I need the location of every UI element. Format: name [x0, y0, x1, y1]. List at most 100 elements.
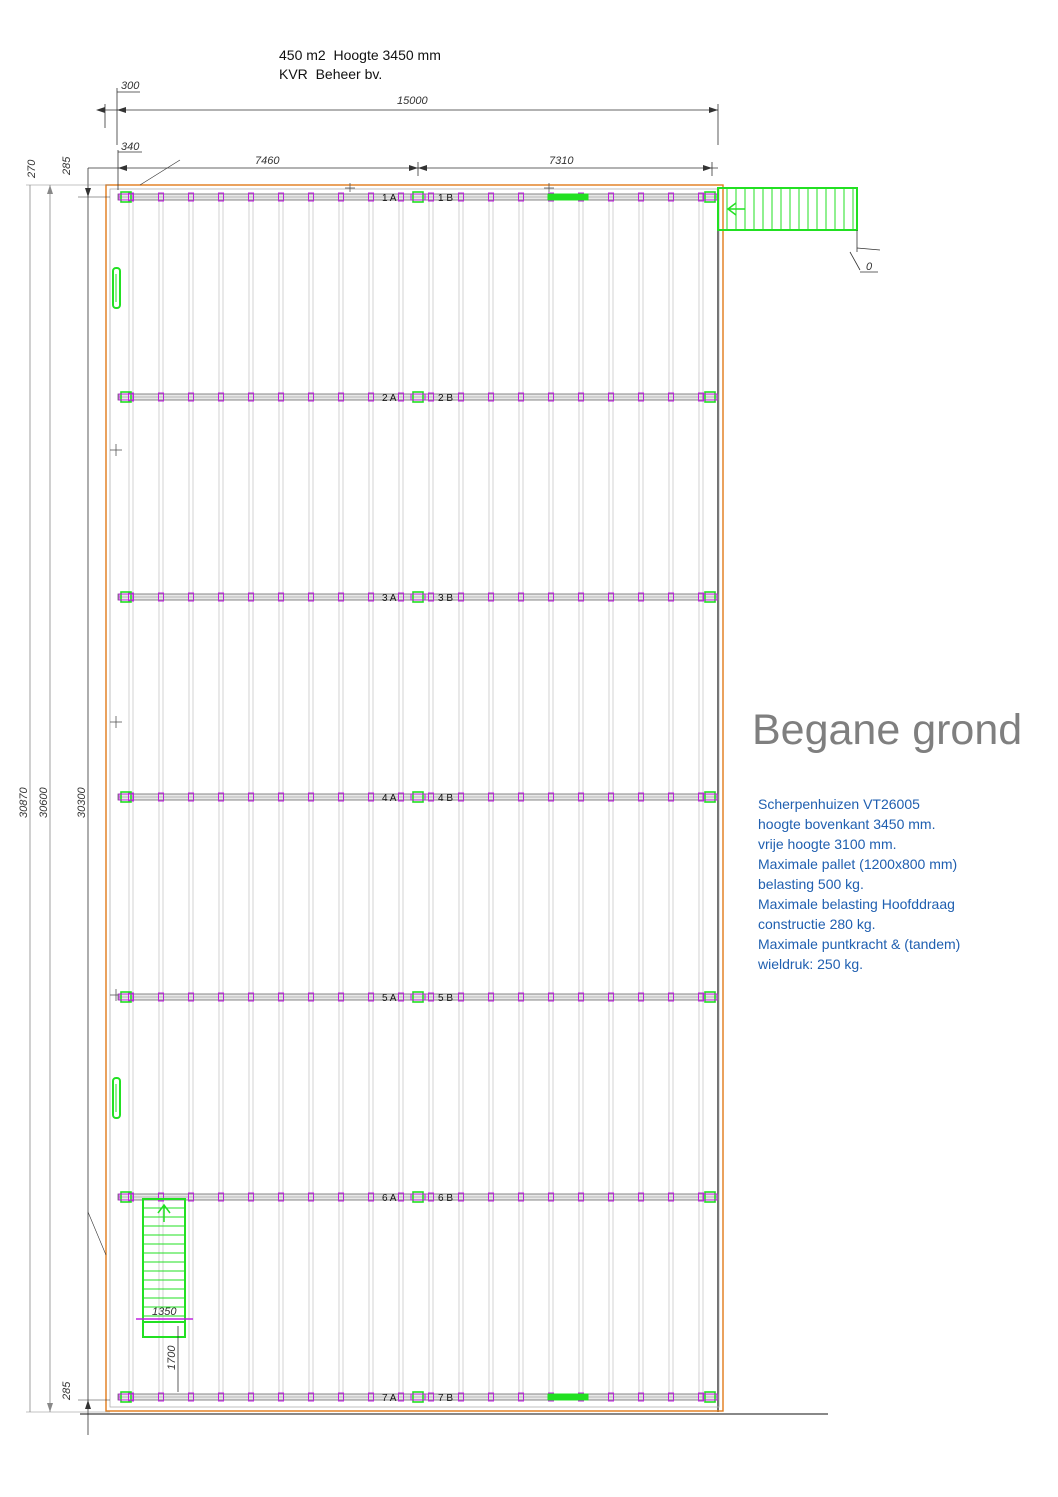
spec-list: Scherpenhuizen VT26005 hoogte bovenkant 3…: [758, 794, 960, 974]
beam-clip: [158, 992, 164, 1002]
spec-line: Maximale puntkracht & (tandem): [758, 936, 961, 952]
stair-offset-label: 0: [866, 261, 873, 273]
vert-top-a-label: 270: [26, 159, 38, 179]
span-a-label: 7460: [255, 155, 280, 167]
gate-rail: [547, 1393, 589, 1401]
beam-clip: [368, 392, 374, 402]
beam-clip: [428, 792, 434, 802]
beam-clip: [488, 1392, 494, 1402]
column: [704, 1191, 716, 1203]
beam-label-a: 5 A: [382, 993, 397, 1004]
beam-clip: [308, 192, 314, 202]
column: [412, 191, 424, 203]
beam-label-a: 7 A: [382, 1393, 397, 1404]
beam-label-b: 1 B: [438, 193, 453, 204]
beam-label-a: 4 A: [382, 793, 397, 804]
bottom-stair-arrow: [157, 1203, 171, 1222]
left-dimensions: 270 285 285 30870 30600 30300: [18, 156, 110, 1435]
beam-clip: [578, 792, 584, 802]
beam-clip: [338, 1192, 344, 1202]
beam-clip: [458, 192, 464, 202]
beam-clip: [158, 792, 164, 802]
beam-clip: [368, 592, 374, 602]
beam-clip: [278, 1192, 284, 1202]
beam-clip: [158, 392, 164, 402]
beam-clip: [188, 392, 194, 402]
beam-clip: [428, 1192, 434, 1202]
beam-clip: [458, 592, 464, 602]
beam-clip: [488, 392, 494, 402]
beam-clip: [278, 192, 284, 202]
beam-clip: [488, 992, 494, 1002]
floor-title: Begane grond: [752, 706, 1023, 754]
beam-clip: [218, 392, 224, 402]
beam-clip: [278, 992, 284, 1002]
column-plate: [410, 993, 426, 1001]
column: [704, 591, 716, 603]
beam-clip: [338, 792, 344, 802]
beam-clip: [638, 1392, 644, 1402]
beam-clip: [158, 1192, 164, 1202]
beam-clip: [608, 792, 614, 802]
beam-clip: [218, 1392, 224, 1402]
main-beam: 7 A 7 B: [117, 1391, 719, 1404]
beam-clip: [668, 992, 674, 1002]
beam-clip: [398, 192, 404, 202]
column-plate: [702, 993, 718, 1001]
beam-clip: [518, 192, 524, 202]
beam-clip: [308, 792, 314, 802]
beam-clip: [668, 192, 674, 202]
beam-clip: [608, 1192, 614, 1202]
beam-clip: [158, 592, 164, 602]
column: [412, 791, 424, 803]
beam-label-b: 4 B: [438, 793, 453, 804]
column: [412, 991, 424, 1003]
beam-label-b: 2 B: [438, 393, 453, 404]
column-plate: [702, 1193, 718, 1201]
column-plate: [118, 1393, 134, 1401]
beam-clip: [518, 1392, 524, 1402]
column-plate: [410, 593, 426, 601]
main-beam: 2 A 2 B: [117, 391, 719, 404]
column: [412, 1191, 424, 1203]
beam-clip: [368, 792, 374, 802]
beam-clip: [188, 1392, 194, 1402]
column-plate: [702, 393, 718, 401]
beam-clip: [368, 1192, 374, 1202]
beam-clip: [398, 792, 404, 802]
beam-clip: [188, 592, 194, 602]
column: [120, 191, 132, 203]
left-gate-bottom: [112, 1077, 121, 1119]
beam-label-b: 6 B: [438, 1193, 453, 1204]
spec-line: belasting 500 kg.: [758, 876, 864, 892]
beam-clip: [278, 1392, 284, 1402]
header-area-height: 450 m2 Hoogte 3450 mm: [279, 47, 441, 63]
spec-line: Scherpenhuizen VT26005: [758, 796, 920, 812]
beam-clip: [188, 192, 194, 202]
spec-line: wieldruk: 250 kg.: [758, 956, 864, 972]
beam-clip: [608, 192, 614, 202]
left-offset-label: 340: [121, 141, 140, 153]
stair-clearance-label: 1700: [166, 1345, 178, 1370]
beam-clip: [428, 192, 434, 202]
beam-clip: [218, 192, 224, 202]
column: [704, 191, 716, 203]
column: [120, 791, 132, 803]
beam-clip: [428, 392, 434, 402]
beam-label-a: 1 A: [382, 193, 397, 204]
beam-clip: [548, 792, 554, 802]
beam-clip: [428, 992, 434, 1002]
beam-clip: [248, 192, 254, 202]
beam-clip: [458, 992, 464, 1002]
column: [120, 391, 132, 403]
column-plate: [118, 993, 134, 1001]
gate-rail: [547, 193, 589, 201]
column-plate: [118, 393, 134, 401]
beam-clip: [248, 1392, 254, 1402]
column: [704, 991, 716, 1003]
beam-clip: [338, 192, 344, 202]
beam-clip: [308, 392, 314, 402]
column-plate: [118, 593, 134, 601]
platform-inner-outline: [109, 188, 720, 1408]
beam-clip: [548, 1192, 554, 1202]
